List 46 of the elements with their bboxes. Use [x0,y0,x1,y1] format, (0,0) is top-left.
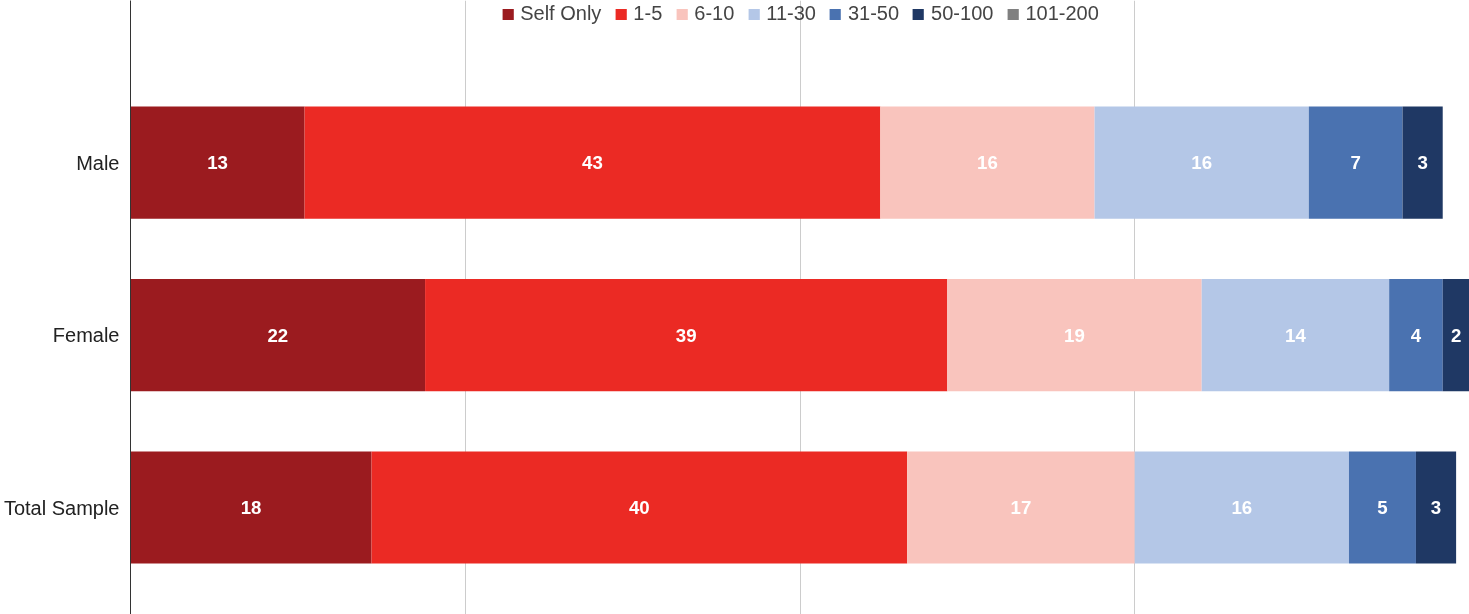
data-label: 18 [240,497,262,519]
bar [1348,451,1416,564]
bar [1402,106,1443,219]
legend-label: Self Only [520,2,602,25]
data-label: 16 [1231,497,1253,519]
bar [304,106,881,219]
data-label: 43 [582,152,603,174]
bar [1308,106,1403,219]
legend-label: 50-100 [931,2,994,25]
legend-label: 101-200 [1025,2,1099,25]
data-label: 3 [1417,152,1428,174]
bar [947,279,1202,392]
legend-label: 6-10 [694,2,735,25]
data-label: 2 [1450,324,1462,346]
bar [1442,279,1469,392]
bar [880,106,1095,219]
data-label: 5 [1377,497,1388,519]
data-label: 16 [1191,152,1213,174]
bar [1134,451,1349,564]
legend-label: 31-50 [847,2,900,25]
bar [130,451,372,564]
bar [1389,279,1443,392]
bar [130,279,426,392]
bar [425,279,948,392]
bar [1094,106,1309,219]
data-label: 17 [1010,497,1032,519]
data-label: 7 [1350,152,1361,174]
data-label: 19 [1064,324,1085,346]
data-label: 16 [977,152,998,174]
legend-label: 1-5 [633,2,663,25]
bar [130,106,305,219]
bar [907,451,1135,564]
bar [371,451,908,564]
data-label: 40 [628,497,650,519]
data-label: 4 [1410,324,1422,346]
y-tick-label: Female [52,324,120,347]
bar [1415,451,1457,564]
y-tick-label: Male [76,151,120,174]
data-label: 14 [1285,324,1307,346]
y-tick-label: Total Sample [3,496,120,519]
data-label: 13 [207,152,228,174]
legend-label: 11-30 [766,2,816,25]
data-label: 3 [1430,497,1442,519]
data-label: 39 [675,324,697,346]
bar [1201,279,1390,392]
data-label: 22 [267,324,289,346]
